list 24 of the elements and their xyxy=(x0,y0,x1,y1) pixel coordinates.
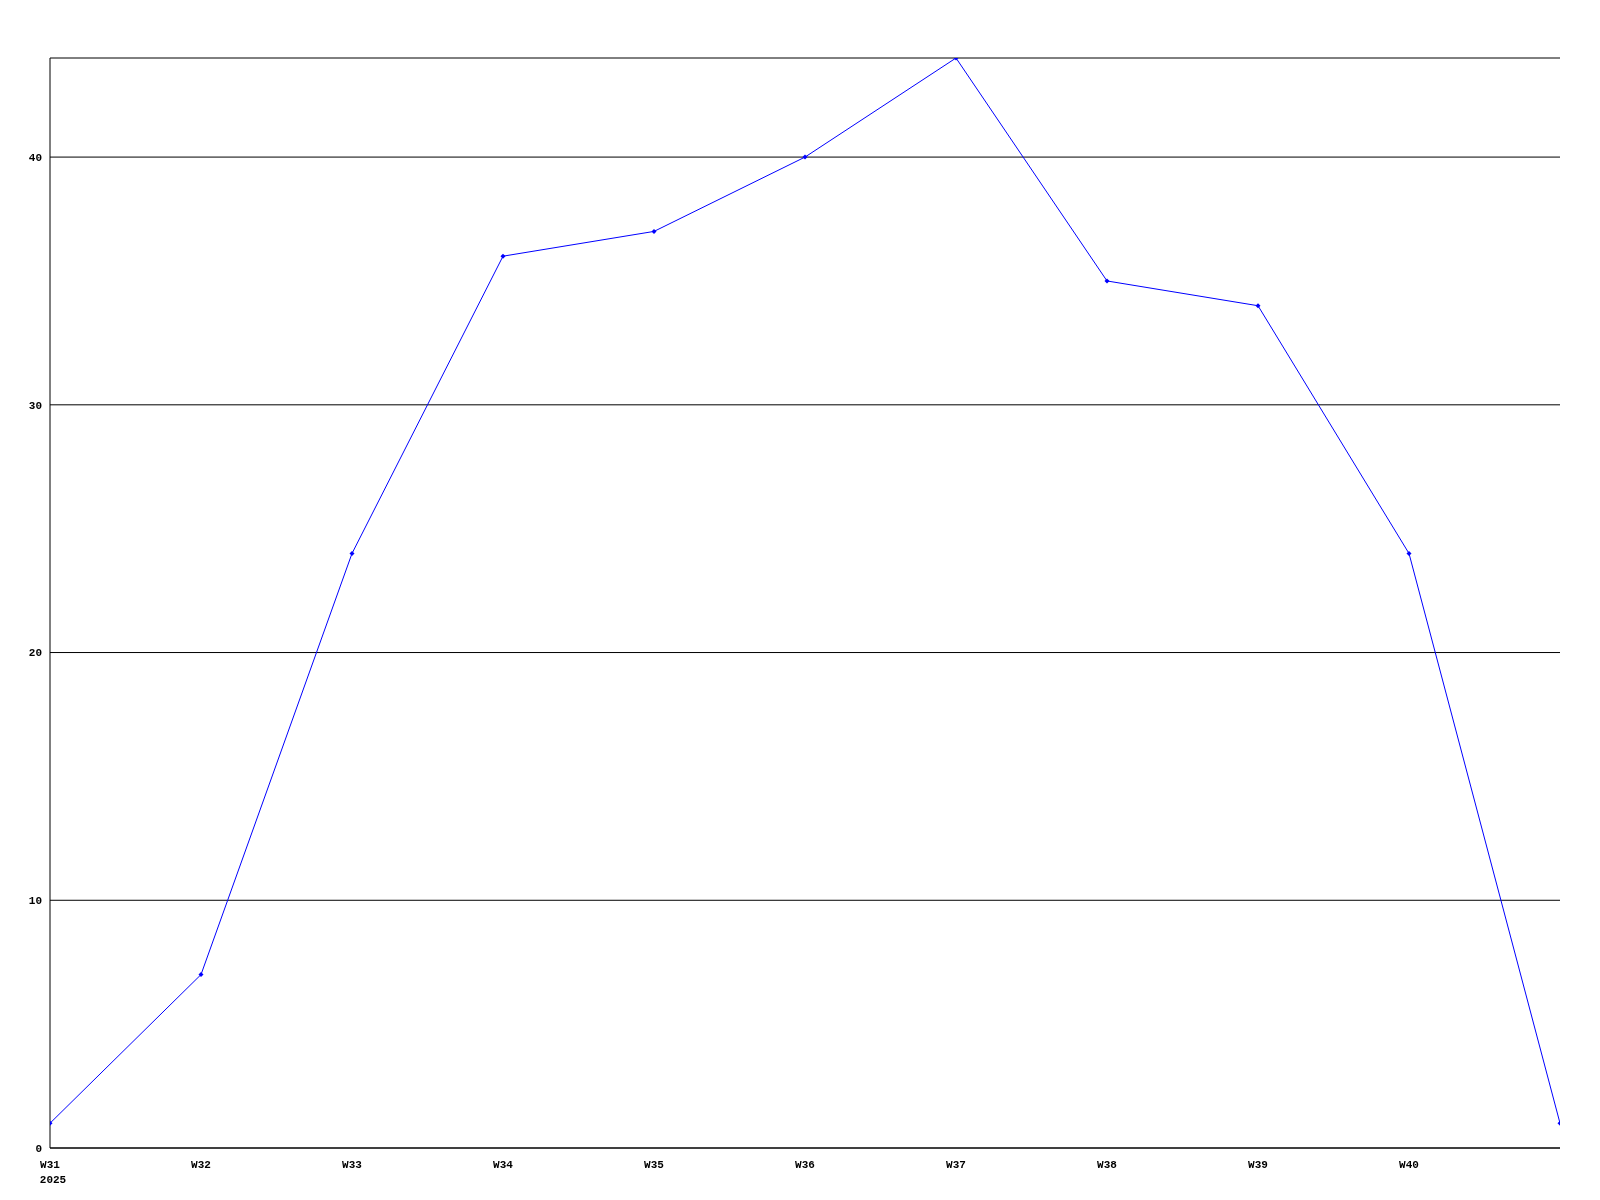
x-tick-label: W40 xyxy=(1399,1159,1419,1171)
x-tick-label: W33 xyxy=(342,1159,363,1171)
y-tick-label: 10 xyxy=(28,895,42,908)
x-tick-label: W35 xyxy=(644,1159,665,1171)
y-tick-label: 40 xyxy=(28,152,42,164)
x-tick-label: W37 xyxy=(946,1159,966,1171)
y-tick-label: 30 xyxy=(28,399,42,412)
point xyxy=(651,228,657,234)
y-tick-label: 20 xyxy=(28,647,42,660)
x-tick-label: W38 xyxy=(1097,1159,1118,1171)
point xyxy=(1406,550,1412,556)
point xyxy=(802,154,808,160)
x-tick-label: W39 xyxy=(1248,1159,1268,1171)
point xyxy=(1255,303,1261,309)
y-tick-label: 0 xyxy=(35,1142,42,1155)
point xyxy=(349,550,355,556)
point xyxy=(500,253,506,259)
x-tick-label: W32 xyxy=(191,1159,211,1171)
x-tick-label: W34 xyxy=(493,1159,514,1171)
point xyxy=(1104,278,1110,284)
x-tick-label: W31 xyxy=(40,1159,61,1171)
point xyxy=(198,972,204,978)
text: 2025 xyxy=(39,1174,67,1186)
x-tick-label: W36 xyxy=(795,1159,815,1171)
